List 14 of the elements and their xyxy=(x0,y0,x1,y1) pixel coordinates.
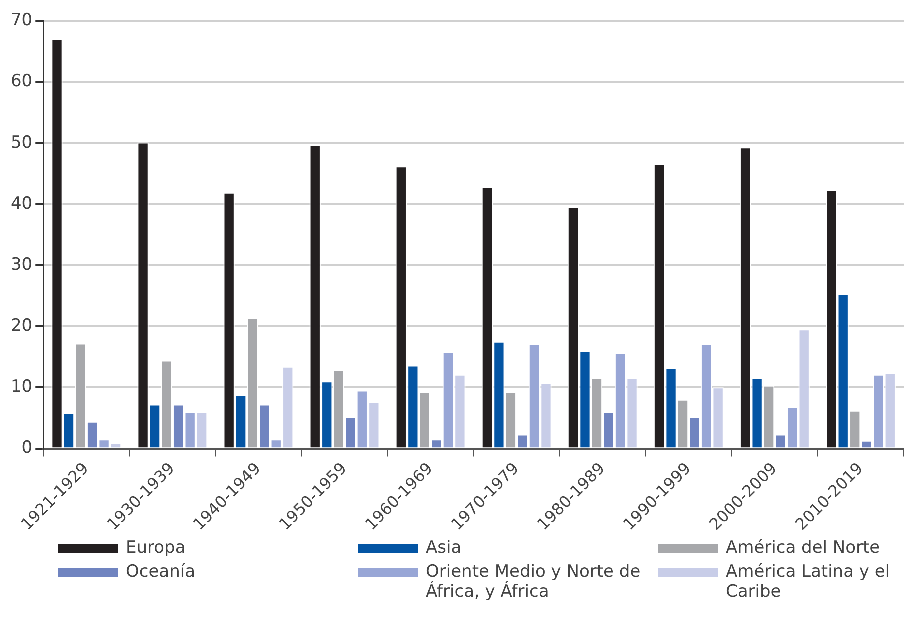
legend-label: Asia xyxy=(426,538,463,558)
legend-label: América Latina y el Caribe xyxy=(726,562,892,602)
y-tick-label: 20 xyxy=(10,316,33,336)
y-tick-label: 0 xyxy=(22,438,33,458)
y-tick-label: 70 xyxy=(10,10,33,31)
y-tick-label: 50 xyxy=(10,132,33,153)
y-tick-label: 40 xyxy=(10,194,33,214)
y-tick-label: 60 xyxy=(10,72,33,92)
legend-label: América del Norte xyxy=(726,538,882,558)
legend-label: Oriente Medio y Norte de África, y África xyxy=(426,562,641,602)
legend-label: Europa xyxy=(126,538,187,558)
legend-label: Oceanía xyxy=(126,562,197,582)
y-tick-label: 30 xyxy=(10,254,33,275)
y-tick-label: 10 xyxy=(10,377,33,398)
